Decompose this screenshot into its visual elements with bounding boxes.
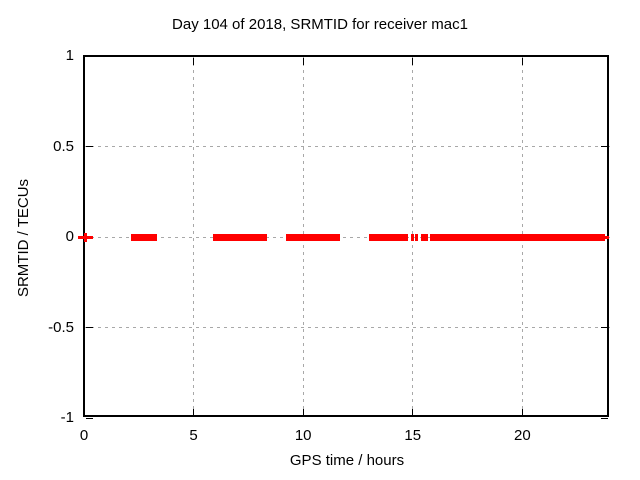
x-tick-label-10: 10 [294,427,312,444]
x-tick-mark-top-20 [521,58,523,65]
data-segment-7 [430,233,606,241]
y-tick-label-0.5: 0.5 [53,137,74,155]
data-point-plus-v-0 [83,232,87,242]
data-segment-tail [605,235,609,239]
chart-title: Day 104 of 2018, SRMTID for receiver mac… [172,16,468,33]
x-tick-mark-top-5 [193,58,195,65]
x-tick-label-20: 20 [513,427,531,444]
x-tick-label-15: 15 [404,427,422,444]
data-segment-1 [213,233,267,241]
y-tick-mark-right--1 [601,417,608,419]
x-tick-mark-bottom-10 [302,409,304,416]
x-axis-label: GPS time / hours [289,452,405,469]
y-tick-label-1: 1 [65,47,74,64]
x-tick-label-5: 5 [189,427,198,444]
x-tick-mark-bottom-20 [521,409,523,416]
x-tick-mark-top-10 [302,58,304,65]
y-tick-label--1: -1 [60,409,74,426]
y-tick-mark-left--1 [86,417,93,419]
y-tick-label-0: 0 [65,228,74,245]
y-gridline--0.5 [84,327,610,328]
x-tick-mark-top-15 [412,58,414,65]
data-segment-3 [368,233,408,241]
data-segment-6 [420,233,429,241]
data-segment-2 [285,233,341,241]
x-tick-label-0: 0 [79,427,89,444]
data-segment-5 [415,233,419,241]
x-tick-mark-bottom-15 [412,409,414,416]
y-tick-mark-right--0.5 [601,327,608,328]
y-gridline-0.5 [84,146,610,147]
data-segment-0 [131,233,158,241]
x-tick-mark-bottom-5 [193,409,195,416]
y-tick-mark-left--0.5 [86,327,93,328]
y-tick-label--0.5: -0.5 [48,318,74,336]
y-tick-mark-left-0.5 [86,146,93,147]
y-gridline-0 [84,236,610,238]
data-segment-4 [410,233,414,241]
y-tick-mark-right-0.5 [601,146,608,147]
